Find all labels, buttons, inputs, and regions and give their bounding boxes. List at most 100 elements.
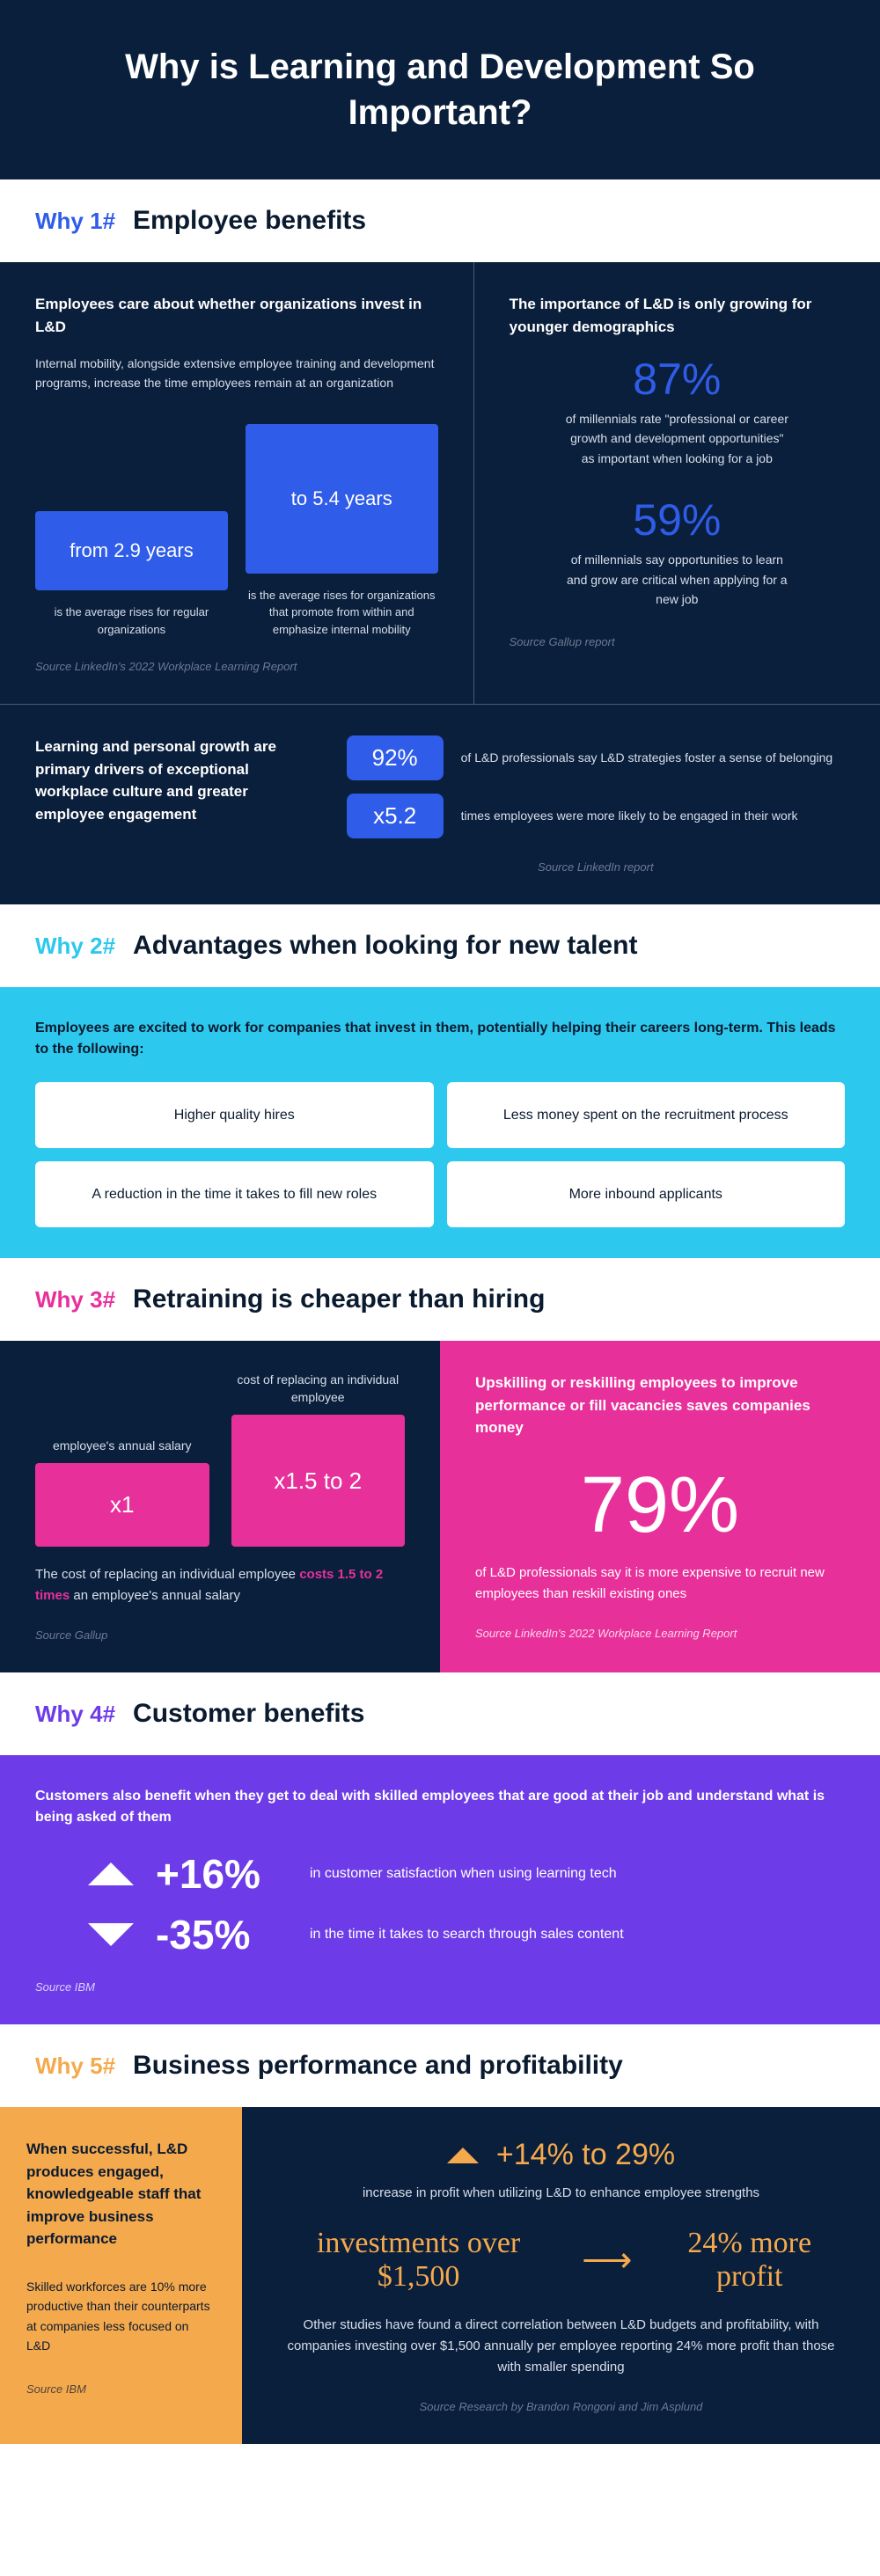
section-1-right-panel: The importance of L&D is only growing fo… bbox=[474, 262, 880, 704]
s3-left-desc: The cost of replacing an individual empl… bbox=[35, 1564, 405, 1606]
section-2-title-bar: Why 2# Advantages when looking for new t… bbox=[0, 904, 880, 987]
section-5-tag: Why 5# bbox=[35, 2053, 115, 2080]
s4-intro: Customers also benefit when they get to … bbox=[35, 1786, 845, 1828]
section-3-title: Retraining is cheaper than hiring bbox=[133, 1284, 545, 1314]
s3-desc-post: an employee's annual salary bbox=[70, 1588, 240, 1603]
section-4-title-bar: Why 4# Customer benefits bbox=[0, 1672, 880, 1755]
s3-bar-1: employee's annual salary x1 bbox=[35, 1438, 209, 1548]
page-title: Why is Learning and Development So Impor… bbox=[35, 44, 845, 135]
s5-left-sub: Skilled workforces are 10% more producti… bbox=[26, 2277, 216, 2356]
s3-right-pct: 79% bbox=[475, 1466, 845, 1545]
s1-right-heading: The importance of L&D is only growing fo… bbox=[510, 293, 845, 338]
s3-bar-2: cost of replacing an individual employee… bbox=[231, 1372, 406, 1547]
section-4-body: Customers also benefit when they get to … bbox=[0, 1755, 880, 2024]
s5-left-panel: When successful, L&D produces engaged, k… bbox=[0, 2107, 242, 2444]
s2-card-grid: Higher quality hires Less money spent on… bbox=[35, 1082, 845, 1227]
s1-left-subtext: Internal mobility, alongside extensive e… bbox=[35, 354, 438, 393]
s3-bar-2-label: cost of replacing an individual employee bbox=[231, 1372, 406, 1406]
section-4-title: Customer benefits bbox=[133, 1699, 364, 1729]
s1b-source: Source LinkedIn report bbox=[347, 860, 845, 874]
section-1-left-panel: Employees care about whether organizatio… bbox=[0, 262, 474, 704]
s4-row-1: +16% in customer satisfaction when using… bbox=[35, 1850, 845, 1898]
s3-bar-1-value: x1 bbox=[35, 1463, 209, 1547]
s1b-stat-2-desc: times employees were more likely to be e… bbox=[461, 807, 798, 825]
s3-left-panel: employee's annual salary x1 cost of repl… bbox=[0, 1341, 440, 1672]
section-3-body: employee's annual salary x1 cost of repl… bbox=[0, 1341, 880, 1672]
section-3-title-bar: Why 3# Retraining is cheaper than hiring bbox=[0, 1258, 880, 1341]
s5-fancy-1: investments over $1,500 bbox=[277, 2227, 560, 2293]
s2-card-2: Less money spent on the recruitment proc… bbox=[447, 1082, 846, 1148]
s1-right-source: Source Gallup report bbox=[510, 635, 845, 648]
s3-bar-chart: employee's annual salary x1 cost of repl… bbox=[35, 1372, 405, 1547]
s1-bar-2-value: to 5.4 years bbox=[246, 424, 438, 574]
s1b-stat-2-value: x5.2 bbox=[347, 794, 444, 838]
s3-right-desc: of L&D professionals say it is more expe… bbox=[475, 1562, 845, 1605]
section-5-body: When successful, L&D produces engaged, k… bbox=[0, 2107, 880, 2444]
s3-bar-1-label: employee's annual salary bbox=[53, 1438, 192, 1455]
section-2-body: Employees are excited to work for compan… bbox=[0, 987, 880, 1258]
header: Why is Learning and Development So Impor… bbox=[0, 0, 880, 179]
s5-right-desc2: Other studies have found a direct correl… bbox=[277, 2315, 845, 2378]
s1-left-heading: Employees care about whether organizatio… bbox=[35, 293, 438, 338]
s1-bar-2-label: is the average rises for organizations t… bbox=[246, 587, 438, 639]
s1-stat-1: 87% of millennials rate "professional or… bbox=[510, 354, 845, 468]
s1b-row-1: 92% of L&D professionals say L&D strateg… bbox=[347, 735, 845, 780]
s2-card-3: A reduction in the time it takes to fill… bbox=[35, 1161, 434, 1227]
arrow-down-icon bbox=[88, 1923, 134, 1946]
s5-right-pct: +14% to 29% bbox=[496, 2138, 675, 2172]
section-1-title: Employee benefits bbox=[133, 206, 366, 236]
s4-stat-2-desc: in the time it takes to search through s… bbox=[310, 1927, 624, 1943]
section-4-tag: Why 4# bbox=[35, 1701, 115, 1728]
s3-right-heading: Upskilling or reskilling employees to im… bbox=[475, 1372, 845, 1439]
s5-fancy-2: 24% more profit bbox=[655, 2227, 846, 2293]
section-1-title-bar: Why 1# Employee benefits bbox=[0, 179, 880, 262]
s1-bar-chart: from 2.9 years is the average rises for … bbox=[35, 424, 438, 639]
s1-stat-2: 59% of millennials say opportunities to … bbox=[510, 494, 845, 609]
s5-left-source: Source IBM bbox=[26, 2382, 216, 2396]
s5-right-source: Source Research by Brandon Rongoni and J… bbox=[277, 2400, 845, 2413]
s3-desc-pre: The cost of replacing an individual empl… bbox=[35, 1567, 299, 1582]
s4-stat-2-value: -35% bbox=[156, 1911, 288, 1958]
s1-bar-1-value: from 2.9 years bbox=[35, 511, 228, 590]
s1b-stat-1-desc: of L&D professionals say L&D strategies … bbox=[461, 749, 833, 767]
arrow-right-icon: ⟶ bbox=[582, 2240, 632, 2280]
section-1-tag: Why 1# bbox=[35, 208, 115, 235]
s1-stat-2-value: 59% bbox=[510, 494, 845, 545]
s1b-stats: 92% of L&D professionals say L&D strateg… bbox=[347, 735, 845, 874]
s1-bar-1-label: is the average rises for regular organiz… bbox=[35, 604, 228, 638]
section-2-tag: Why 2# bbox=[35, 933, 115, 960]
arrow-up-icon bbox=[447, 2148, 479, 2163]
s1b-stat-1-value: 92% bbox=[347, 735, 444, 780]
s4-stat-1-value: +16% bbox=[156, 1850, 288, 1898]
s2-card-4: More inbound applicants bbox=[447, 1161, 846, 1227]
s3-right-source: Source LinkedIn's 2022 Workplace Learnin… bbox=[475, 1627, 845, 1640]
s4-row-2: -35% in the time it takes to search thro… bbox=[35, 1911, 845, 1958]
s5-right-row2: investments over $1,500 ⟶ 24% more profi… bbox=[277, 2227, 845, 2293]
section-1-top: Employees care about whether organizatio… bbox=[0, 262, 880, 704]
s1b-row-2: x5.2 times employees were more likely to… bbox=[347, 794, 845, 838]
s1-stat-1-desc: of millennials rate "professional or car… bbox=[562, 409, 791, 468]
s3-bar-2-value: x1.5 to 2 bbox=[231, 1415, 406, 1547]
section-3-tag: Why 3# bbox=[35, 1286, 115, 1314]
s1-left-source: Source LinkedIn's 2022 Workplace Learnin… bbox=[35, 660, 438, 673]
s1-stat-1-value: 87% bbox=[510, 354, 845, 405]
s2-card-1: Higher quality hires bbox=[35, 1082, 434, 1148]
s5-right-desc1: increase in profit when utilizing L&D to… bbox=[277, 2185, 845, 2200]
s3-right-panel: Upskilling or reskilling employees to im… bbox=[440, 1341, 880, 1672]
s1-bar-2: to 5.4 years is the average rises for or… bbox=[246, 424, 438, 639]
section-5-title: Business performance and profitability bbox=[133, 2051, 623, 2081]
s1-bar-1: from 2.9 years is the average rises for … bbox=[35, 511, 228, 638]
s5-right-panel: +14% to 29% increase in profit when util… bbox=[242, 2107, 880, 2444]
s2-intro: Employees are excited to work for compan… bbox=[35, 1018, 845, 1060]
section-2-title: Advantages when looking for new talent bbox=[133, 931, 637, 961]
s3-left-source: Source Gallup bbox=[35, 1628, 405, 1642]
s5-left-heading: When successful, L&D produces engaged, k… bbox=[26, 2138, 216, 2250]
arrow-up-icon bbox=[88, 1862, 134, 1885]
s1b-heading: Learning and personal growth are primary… bbox=[35, 735, 320, 825]
s4-stat-1-desc: in customer satisfaction when using lear… bbox=[310, 1866, 617, 1882]
section-1-bottom: Learning and personal growth are primary… bbox=[0, 704, 880, 904]
s4-source: Source IBM bbox=[35, 1980, 845, 1994]
s1-stat-2-desc: of millennials say opportunities to lear… bbox=[562, 550, 791, 609]
section-5-title-bar: Why 5# Business performance and profitab… bbox=[0, 2024, 880, 2107]
s5-right-row1: +14% to 29% bbox=[277, 2138, 845, 2172]
